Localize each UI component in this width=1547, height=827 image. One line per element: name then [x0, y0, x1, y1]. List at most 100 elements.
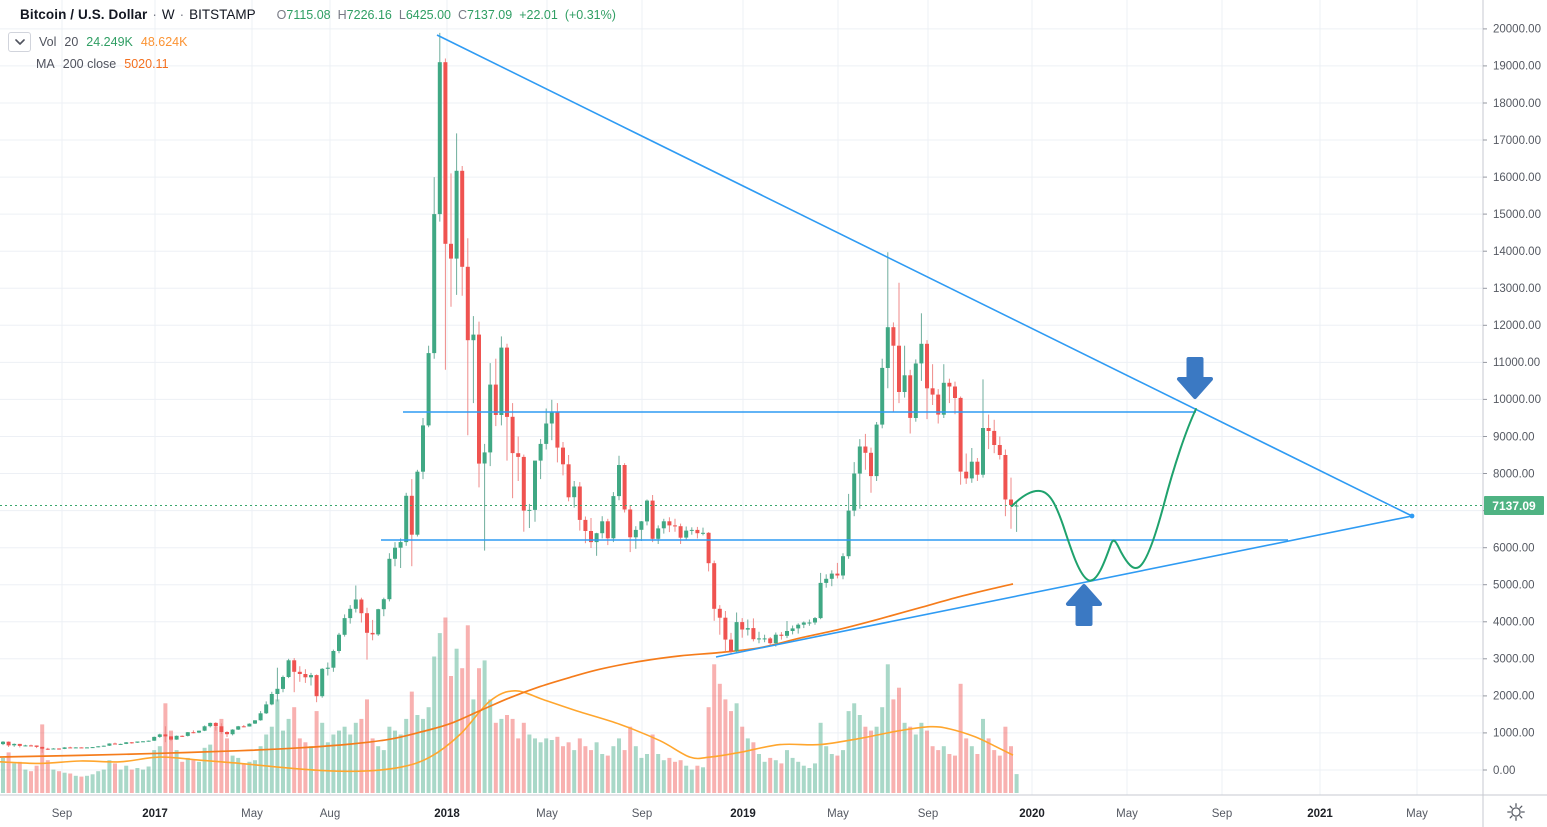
volume-bars [1, 617, 1019, 793]
price-axis-label: 4000.00 [1493, 617, 1535, 629]
volume-bar [202, 747, 207, 793]
volume-current-value: 24.249K [86, 35, 133, 49]
candle-body [773, 634, 778, 644]
candle-body [841, 556, 845, 576]
low-value: 6425.00 [405, 7, 451, 22]
volume-bar [493, 722, 498, 793]
candle-body [236, 726, 241, 730]
candle-body [734, 622, 739, 652]
volume-bar [365, 699, 369, 793]
candle-body [516, 453, 521, 457]
candle-body [303, 674, 308, 678]
volume-bar [762, 761, 767, 793]
volume-bar [779, 763, 784, 793]
candle-body [85, 747, 89, 749]
candle-body [359, 599, 364, 614]
candle-body [997, 445, 1002, 455]
volume-bar [152, 750, 157, 793]
time-axis-label: Sep [632, 808, 652, 820]
volume-bar [577, 738, 582, 793]
ascending-trendline[interactable] [715, 515, 1413, 658]
last-price-tag: 7137.09 [1484, 496, 1544, 515]
candle-body [589, 531, 593, 543]
candle-body [320, 668, 325, 697]
candle-body [549, 412, 554, 424]
volume-bar [325, 742, 330, 793]
exchange-label[interactable]: BITSTAMP [189, 7, 256, 22]
candle-body [331, 651, 336, 668]
interval-label[interactable]: W [161, 7, 175, 22]
candle-body [617, 465, 621, 497]
candle-body [488, 384, 493, 453]
candle-body [426, 353, 431, 426]
volume-bar [213, 726, 218, 793]
candle-body [762, 638, 767, 640]
axis-settings-corner[interactable] [1484, 796, 1547, 827]
volume-bar [589, 750, 593, 793]
candle-body [661, 521, 666, 529]
symbol-title[interactable]: Bitcoin / U.S. Dollar [20, 7, 148, 22]
volume-bar [426, 707, 431, 793]
candle-body [745, 628, 750, 630]
volume-bar [785, 750, 789, 793]
candle-body [169, 736, 173, 740]
candle-body [656, 528, 661, 539]
candle-body [712, 563, 717, 609]
candle-body [986, 428, 991, 431]
candle-body [533, 460, 537, 510]
volume-bar [964, 738, 969, 793]
volume-bar [141, 769, 145, 793]
candle-body [605, 521, 610, 539]
volume-bar [163, 703, 168, 793]
candle-body [717, 608, 722, 618]
arrow-down-icon[interactable] [1177, 357, 1213, 399]
volume-bar [370, 738, 375, 793]
ma-indicator-label[interactable]: MA [36, 57, 55, 71]
volume-bar [897, 687, 901, 793]
volume-bar [465, 625, 470, 793]
volume-bar [902, 722, 907, 793]
volume-bar [449, 676, 453, 793]
volume-bar [387, 726, 392, 793]
volume-bar [527, 734, 532, 793]
time-axis-label: Sep [918, 808, 938, 820]
volume-indicator-label[interactable]: Vol [39, 35, 57, 49]
price-axis-label: 10000.00 [1493, 394, 1541, 406]
candle-body [281, 677, 285, 689]
separator-dot: · [179, 7, 185, 22]
user-drawings[interactable] [381, 34, 1415, 658]
price-axis-label: 8000.00 [1493, 468, 1535, 480]
candle-body [846, 510, 851, 557]
open-value: 7115.08 [286, 7, 331, 22]
trendline-apex-point[interactable] [1409, 513, 1415, 519]
candle-body [684, 530, 689, 538]
candle-body [723, 617, 728, 640]
volume-bar [695, 765, 700, 793]
volume-bar [180, 761, 185, 793]
volume-bar [734, 703, 739, 793]
volume-bar [908, 726, 913, 793]
candle-body [622, 465, 627, 510]
volume-indicator-length: 20 [64, 35, 79, 49]
candle-body [902, 375, 907, 392]
candle-body [572, 486, 577, 498]
volume-bar [230, 755, 235, 793]
projection-curve[interactable] [1011, 408, 1197, 582]
volume-bar [538, 742, 543, 793]
arrow-up-icon[interactable] [1066, 584, 1102, 626]
legend-collapse-button[interactable] [8, 32, 31, 52]
price-axis-label: 3000.00 [1493, 654, 1535, 666]
volume-bar [813, 763, 817, 793]
volume-bar [673, 761, 677, 793]
candle-body [292, 660, 297, 672]
ma200-line[interactable] [0, 583, 1014, 758]
volume-bar [846, 711, 851, 793]
volume-bar [807, 768, 812, 793]
volume-ma-line[interactable] [0, 689, 1014, 773]
volume-bar [51, 769, 56, 793]
descending-trendline[interactable] [436, 34, 1413, 517]
volume-bar [829, 754, 834, 793]
volume-bar [818, 722, 823, 793]
